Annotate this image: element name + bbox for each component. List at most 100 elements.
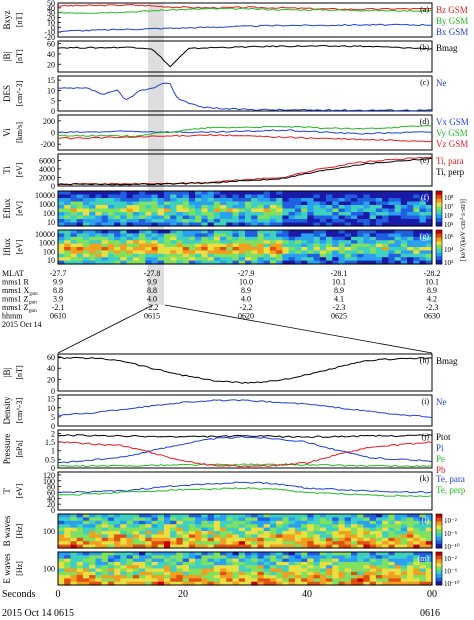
heatmap-cell xyxy=(226,534,234,539)
heatmap-cell xyxy=(288,578,296,583)
heatmap-cell xyxy=(269,565,277,570)
heatmap-cell xyxy=(294,524,302,529)
heatmap-cell xyxy=(101,561,109,566)
heatmap-cell xyxy=(201,201,209,206)
heatmap-cell xyxy=(107,260,115,265)
ephemeris-value: 4.2 xyxy=(427,295,437,304)
heatmap-cell xyxy=(238,198,246,203)
heatmap-cell xyxy=(164,531,171,535)
colorbar-segment xyxy=(436,214,442,219)
heatmap-cell xyxy=(407,534,414,539)
heatmap-cell xyxy=(269,558,277,563)
colorbar-segment xyxy=(436,256,442,261)
heatmap-cell xyxy=(232,578,240,583)
heatmap-cell xyxy=(245,524,252,529)
heatmap-cell xyxy=(375,568,383,573)
series-line xyxy=(57,356,433,384)
heatmap-cell xyxy=(213,236,221,241)
heatmap-cell xyxy=(301,544,308,549)
y-tick-label: 0.5 xyxy=(45,455,55,464)
heatmap-cell xyxy=(114,581,121,586)
heatmap-cell xyxy=(394,247,402,251)
heatmap-cell xyxy=(201,219,209,224)
heatmap-cell xyxy=(207,575,215,579)
y-tick-label: 20 xyxy=(47,376,55,385)
heatmap-cell xyxy=(257,243,265,248)
heatmap-cell xyxy=(220,212,227,217)
heatmap-cell xyxy=(126,552,134,556)
heatmap-cell xyxy=(226,250,234,255)
heatmap-cell xyxy=(89,260,96,265)
heatmap-cell xyxy=(369,250,377,255)
heatmap-cell xyxy=(251,243,258,248)
heatmap-cell xyxy=(82,250,90,255)
heatmap-cell xyxy=(245,517,252,522)
heatmap-cell xyxy=(145,219,153,224)
heatmap-cell xyxy=(157,233,165,238)
heatmap-cell xyxy=(388,568,396,573)
heatmap-cell xyxy=(357,568,364,573)
heatmap-cell xyxy=(276,527,283,532)
colorbar-segment xyxy=(436,525,442,530)
y-tick-label: 10000 xyxy=(35,230,55,239)
heatmap-cell xyxy=(213,571,221,576)
heatmap-cell xyxy=(95,517,103,522)
y-axis-label: E waves xyxy=(2,553,12,584)
heatmap-cell xyxy=(76,198,84,203)
heatmap-cell xyxy=(369,212,377,217)
heatmap-cell xyxy=(139,240,146,245)
heatmap-cell xyxy=(151,578,159,583)
heatmap-cell xyxy=(95,524,103,529)
heatmap-cell xyxy=(139,219,146,224)
heatmap-cell xyxy=(407,243,414,248)
y-axis-label: Bxyz xyxy=(2,10,12,29)
heatmap-cell xyxy=(64,222,71,227)
heatmap-cell xyxy=(58,243,65,248)
heatmap-cell xyxy=(207,531,215,535)
heatmap-cell xyxy=(182,558,190,563)
heatmap-cell xyxy=(257,575,265,579)
heatmap-cell xyxy=(176,236,184,241)
heatmap-cell xyxy=(357,212,364,217)
heatmap-cell xyxy=(307,205,315,210)
heatmap-cell xyxy=(419,205,427,210)
heatmap-cell xyxy=(326,561,333,566)
heatmap-cell xyxy=(132,222,140,227)
heatmap-cell xyxy=(232,568,240,573)
heatmap-cell xyxy=(419,534,427,539)
heatmap-cell xyxy=(157,514,165,518)
heatmap-cell xyxy=(351,520,358,525)
heatmap-cell xyxy=(338,205,346,210)
heatmap-cell xyxy=(425,205,433,210)
heatmap-cell xyxy=(245,260,252,265)
heatmap-cell xyxy=(363,222,371,227)
heatmap-cell xyxy=(369,558,377,563)
heatmap-cell xyxy=(294,541,302,546)
heatmap-cell xyxy=(164,578,171,583)
heatmap-cell xyxy=(351,208,358,213)
heatmap-cell xyxy=(419,208,427,213)
heatmap-cell xyxy=(114,257,121,262)
heatmap-cell xyxy=(375,219,383,224)
heatmap-cell xyxy=(257,250,265,255)
heatmap-cell xyxy=(95,212,103,217)
heatmap-cell xyxy=(263,555,271,560)
heatmap-cell xyxy=(89,575,96,579)
heatmap-cell xyxy=(76,233,84,238)
heatmap-cell xyxy=(294,191,302,196)
heatmap-cell xyxy=(344,260,352,265)
y-axis-unit: [nT] xyxy=(15,13,24,28)
heatmap-cell xyxy=(394,520,402,525)
heatmap-cell xyxy=(357,555,364,560)
heatmap-cell xyxy=(157,578,165,583)
heatmap-cell xyxy=(394,558,402,563)
heatmap-cell xyxy=(294,212,302,217)
heatmap-cell xyxy=(269,247,277,251)
heatmap-cell xyxy=(120,571,128,576)
heatmap-cell xyxy=(126,578,134,583)
heatmap-cell xyxy=(407,212,414,217)
heatmap-cell xyxy=(338,212,346,217)
